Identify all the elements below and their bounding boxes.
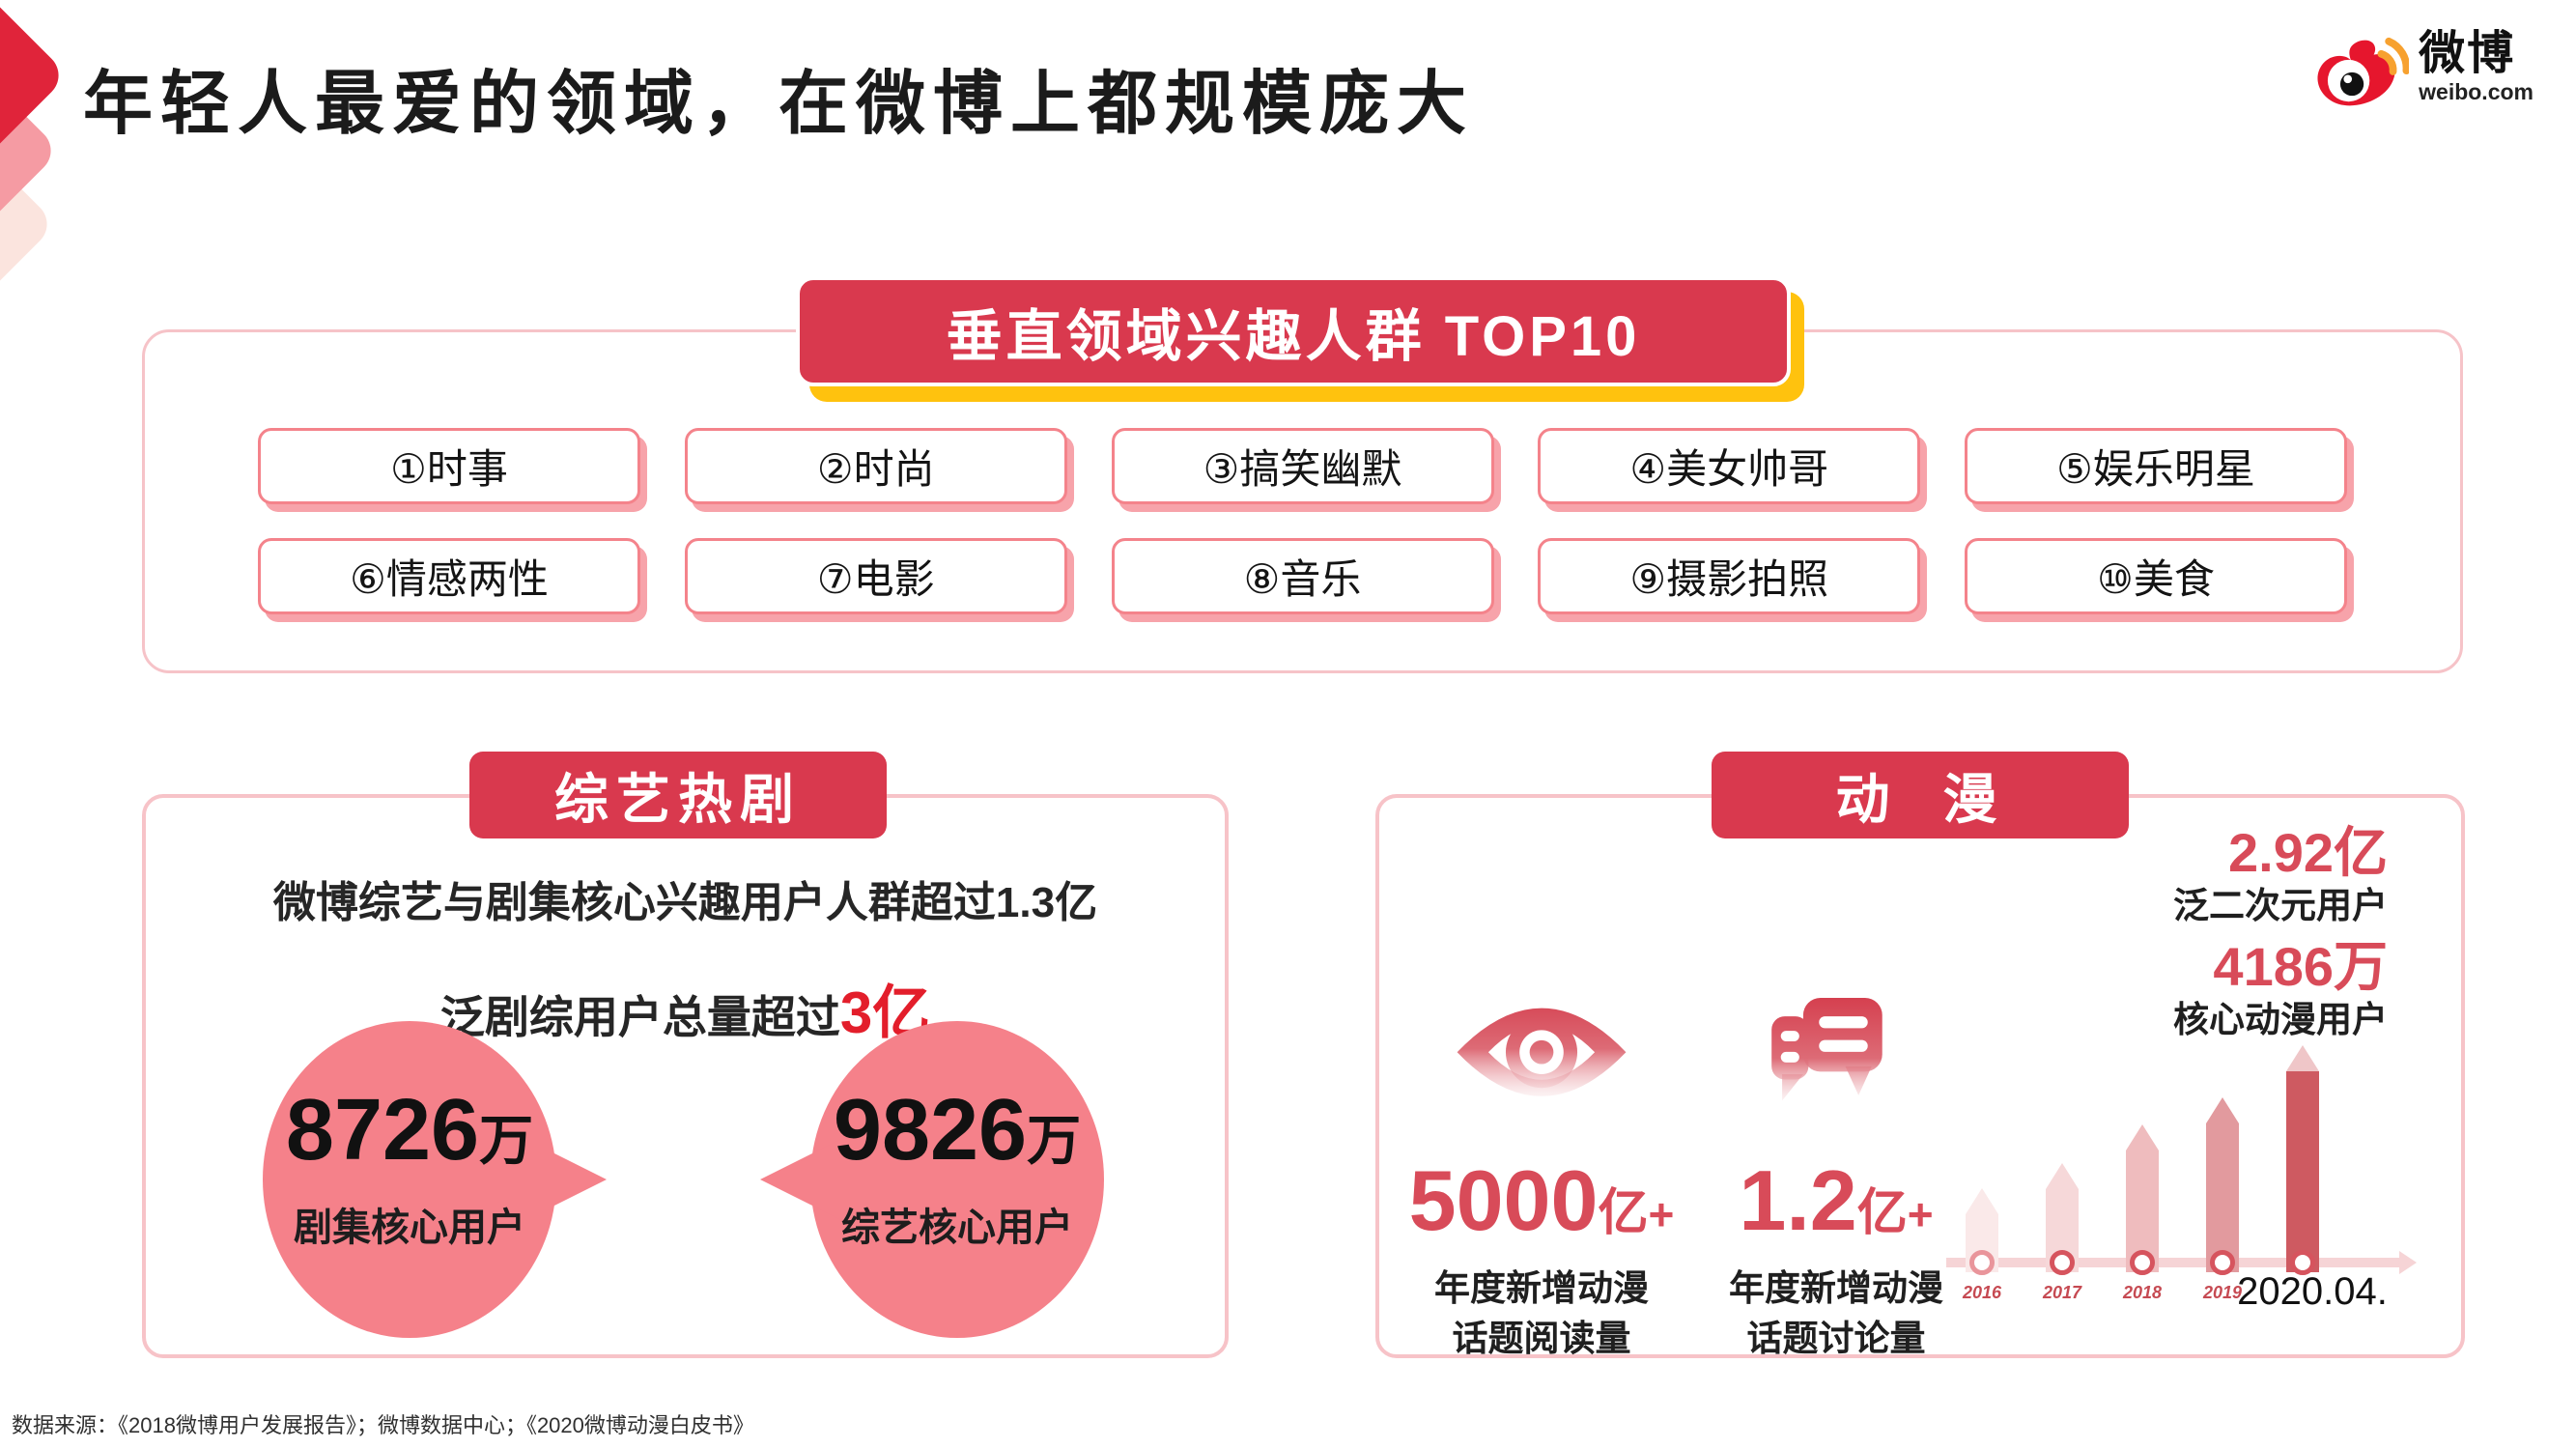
axis-dot-2019 bbox=[2210, 1250, 2235, 1275]
axis-dot-2017 bbox=[2050, 1250, 2075, 1275]
page-title: 年轻人最爱的领域，在微博上都规模庞大 bbox=[83, 66, 1475, 143]
discussions-number: 1.2 bbox=[1739, 1152, 1857, 1248]
reads-caption-line1: 年度新增动漫 bbox=[1434, 1268, 1649, 1308]
anime-card-title: 动 漫 bbox=[1835, 768, 2005, 830]
reads-plus: + bbox=[1648, 1189, 1675, 1239]
top10-banner-label: 垂直领域兴趣人群 TOP10 bbox=[946, 305, 1641, 368]
drama-users-label: 剧集核心用户 bbox=[294, 1207, 525, 1249]
drama-users-value: 8726 bbox=[285, 1082, 480, 1179]
variety-line1: 微博综艺与剧集核心兴趣用户人群超过1.3亿 bbox=[272, 879, 1098, 926]
variety-users-value: 9826 bbox=[833, 1082, 1028, 1179]
reads-unit: 亿 bbox=[1598, 1185, 1649, 1241]
weibo-logo-icon bbox=[2308, 23, 2411, 125]
variety-users-label: 综艺核心用户 bbox=[841, 1207, 1073, 1249]
anime-side-stats: 2.92亿 泛二次元用户 4186万 核心动漫用户 bbox=[1970, 823, 2388, 1051]
year-label-2020.04.: 2020.04. bbox=[2237, 1270, 2388, 1313]
variety-card-header: 综艺热剧 bbox=[469, 752, 887, 838]
core-anime-users-label: 核心动漫用户 bbox=[2173, 1000, 2388, 1039]
discussions-plus: + bbox=[1907, 1189, 1934, 1239]
top10-item-1: ①时事 bbox=[258, 428, 640, 504]
reads-value: 5000亿+ bbox=[1387, 1151, 1696, 1250]
anime-card-header: 动 漫 bbox=[1712, 752, 2129, 838]
year-label-2017: 2017 bbox=[2042, 1283, 2082, 1302]
bar-2019 bbox=[2206, 1097, 2239, 1272]
discussions-caption-line2: 话题讨论量 bbox=[1746, 1319, 1926, 1358]
top10-item-3: ③搞笑幽默 bbox=[1111, 428, 1494, 504]
core-anime-users-value: 4186万 bbox=[2213, 936, 2388, 997]
discussions-caption: 年度新增动漫 话题讨论量 bbox=[1696, 1264, 1976, 1364]
pan-2d-users-label: 泛二次元用户 bbox=[2173, 886, 2388, 925]
anime-bar-chart-baseline bbox=[1946, 1251, 2417, 1274]
variety-users-unit: 万 bbox=[1027, 1110, 1082, 1171]
bar-2018 bbox=[2126, 1124, 2159, 1272]
data-source-note: 数据来源：《2018微博用户发展报告》；微博数据中心；《2020微博动漫白皮书》 bbox=[12, 1413, 754, 1437]
top10-row-2: ⑥情感两性 ⑦电影 ⑧音乐 ⑨摄影拍照 ⑩美食 bbox=[258, 538, 2347, 614]
year-label-2019: 2019 bbox=[2202, 1283, 2243, 1302]
reads-caption: 年度新增动漫 话题阅读量 bbox=[1387, 1264, 1696, 1364]
weibo-logo-brand: 微博 bbox=[2419, 28, 2516, 79]
top10-item-9: ⑨摄影拍照 bbox=[1538, 538, 1921, 614]
top10-item-5: ⑤娱乐明星 bbox=[1965, 428, 2347, 504]
top10-item-4: ④美女帅哥 bbox=[1538, 428, 1921, 504]
variety-line2-prefix: 泛剧综用户总量超过 bbox=[439, 992, 840, 1042]
variety-line2: 泛剧综用户总量超过3亿 bbox=[142, 966, 1229, 1050]
top10-item-10: ⑩美食 bbox=[1965, 538, 2347, 614]
top10-item-8: ⑧音乐 bbox=[1111, 538, 1494, 614]
top10-row-1: ①时事 ②时尚 ③搞笑幽默 ④美女帅哥 ⑤娱乐明星 bbox=[258, 428, 2347, 504]
anime-bar-chart: 2016 2017 2018 2019 2020.04. bbox=[1946, 1029, 2434, 1319]
year-label-2018: 2018 bbox=[2122, 1283, 2163, 1302]
eye-icon bbox=[1387, 987, 1696, 1124]
discussions-value: 1.2亿+ bbox=[1696, 1151, 1976, 1250]
top10-item-6: ⑥情感两性 bbox=[258, 538, 640, 614]
bar-2020.04. bbox=[2286, 1045, 2319, 1272]
drama-users-unit: 万 bbox=[479, 1110, 534, 1171]
variety-card-title: 综艺热剧 bbox=[554, 768, 802, 830]
reads-caption-line2: 话题阅读量 bbox=[1452, 1319, 1631, 1358]
pan-2d-users-value: 2.92亿 bbox=[2228, 822, 2388, 883]
weibo-logo-domain: weibo.com bbox=[2419, 79, 2534, 104]
drama-users-bubble: 8726万 剧集核心用户 bbox=[263, 1020, 610, 1339]
discussion-icon bbox=[1696, 987, 1976, 1124]
variety-users-bubble: 9826万 综艺核心用户 bbox=[756, 1020, 1104, 1339]
axis-dot-2018 bbox=[2130, 1250, 2155, 1275]
axis-dot-2020.04. bbox=[2290, 1250, 2315, 1275]
axis-dot-2016 bbox=[1969, 1250, 1995, 1275]
top10-item-7: ⑦电影 bbox=[684, 538, 1067, 614]
year-label-2016: 2016 bbox=[1962, 1283, 2002, 1302]
discussions-caption-line1: 年度新增动漫 bbox=[1729, 1268, 1943, 1308]
discussions-unit: 亿 bbox=[1856, 1185, 1908, 1241]
reads-number: 5000 bbox=[1408, 1152, 1599, 1248]
anime-reads-metric: 5000亿+ 年度新增动漫 话题阅读量 bbox=[1387, 987, 1696, 1364]
anime-discussions-metric: 1.2亿+ 年度新增动漫 话题讨论量 bbox=[1696, 987, 1976, 1364]
top10-banner: 垂直领域兴趣人群 TOP10 bbox=[796, 276, 1791, 386]
weibo-logo: 微博 weibo.com bbox=[2308, 23, 2534, 125]
top10-item-2: ②时尚 bbox=[684, 428, 1067, 504]
